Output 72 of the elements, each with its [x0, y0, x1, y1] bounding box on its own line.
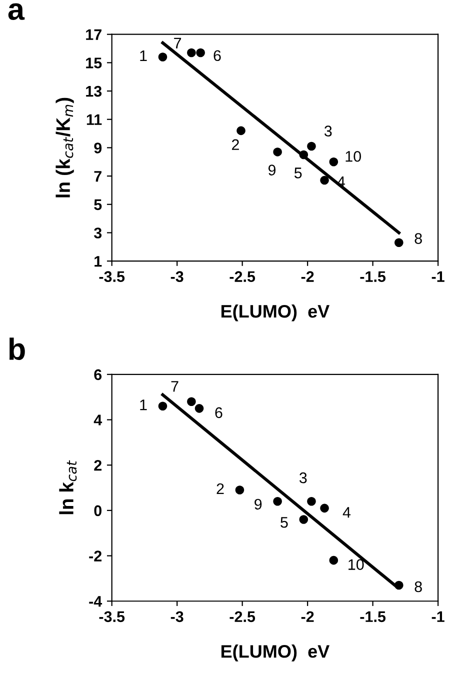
x-tick-label: -1: [432, 271, 444, 282]
annotation: 6: [214, 50, 221, 62]
y-tick-label: 9: [94, 142, 102, 154]
y-tick-label: -2: [89, 550, 102, 562]
point: [273, 148, 282, 156]
annotation: 10: [348, 559, 364, 570]
y-axis-title: ln (k$_{cat}$/K$_{m}$): [56, 98, 74, 198]
annotation: 7: [171, 381, 178, 392]
point: [196, 48, 205, 58]
y-tick-label: 11: [86, 114, 102, 125]
annotation: 1: [140, 50, 147, 61]
y-tick-label: 4: [94, 414, 102, 426]
annotation: 2: [216, 483, 224, 494]
point: [329, 157, 338, 166]
chart-title: b: [9, 338, 25, 360]
chart-title: a: [8, 3, 25, 20]
point: [320, 176, 329, 185]
annotation: 7: [174, 38, 182, 48]
annotation: 4: [342, 507, 351, 518]
x-tick-label: -2: [301, 271, 314, 282]
point: [273, 496, 282, 506]
annotation: 8: [414, 581, 422, 592]
y-tick-label: 17: [86, 29, 102, 40]
x-axis-title: E(LUMO) eV: [221, 304, 330, 322]
point: [187, 48, 196, 58]
point: [158, 52, 168, 62]
y-tick-label: 13: [86, 86, 102, 97]
x-tick-label: -2.5: [230, 271, 256, 282]
point: [236, 126, 246, 136]
annotation: 1: [140, 400, 147, 410]
point: [187, 397, 196, 406]
point: [329, 556, 338, 565]
annotation: 3: [299, 472, 307, 484]
annotation: 3: [324, 126, 332, 136]
y-tick-label: 2: [94, 460, 102, 471]
y-tick-label: 0: [94, 505, 102, 516]
y-axis-title: ln k$_{cat}$: [59, 460, 77, 514]
annotation: 9: [254, 498, 262, 510]
x-tick-label: -3: [170, 611, 184, 622]
annotation: 10: [346, 150, 361, 162]
x-tick-label: -2: [301, 611, 314, 622]
y-tick-label: 15: [86, 58, 102, 68]
y-tick-label: 7: [94, 171, 102, 182]
point: [158, 402, 168, 411]
x-tick-label: -3.5: [99, 611, 125, 622]
point: [307, 496, 316, 506]
y-tick-label: 1: [94, 256, 102, 267]
annotation: 9: [268, 164, 276, 176]
y-tick-label: 5: [94, 199, 102, 210]
x-tick-label: -3: [170, 271, 184, 282]
y-tick-label: -4: [89, 596, 102, 607]
annotation: 5: [280, 517, 288, 528]
y-tick-label: 3: [94, 228, 102, 238]
point: [320, 504, 329, 513]
y-tick-label: 6: [94, 369, 102, 380]
point: [194, 404, 204, 413]
annotation: 8: [414, 233, 422, 244]
point: [299, 515, 308, 524]
annotation: 6: [215, 407, 222, 418]
x-tick-label: -1.5: [360, 271, 386, 282]
x-tick-label: -2.5: [230, 611, 256, 622]
point: [394, 580, 404, 590]
annotation: 5: [294, 168, 302, 178]
x-axis-title: E(LUMO) eV: [221, 644, 330, 662]
x-tick-label: -1.5: [360, 611, 386, 622]
point: [299, 150, 308, 160]
point: [394, 238, 404, 248]
x-tick-label: -1: [432, 611, 444, 622]
x-tick-label: -3.5: [99, 271, 125, 282]
annotation: 2: [232, 139, 239, 150]
point: [235, 486, 244, 494]
point: [307, 142, 316, 151]
